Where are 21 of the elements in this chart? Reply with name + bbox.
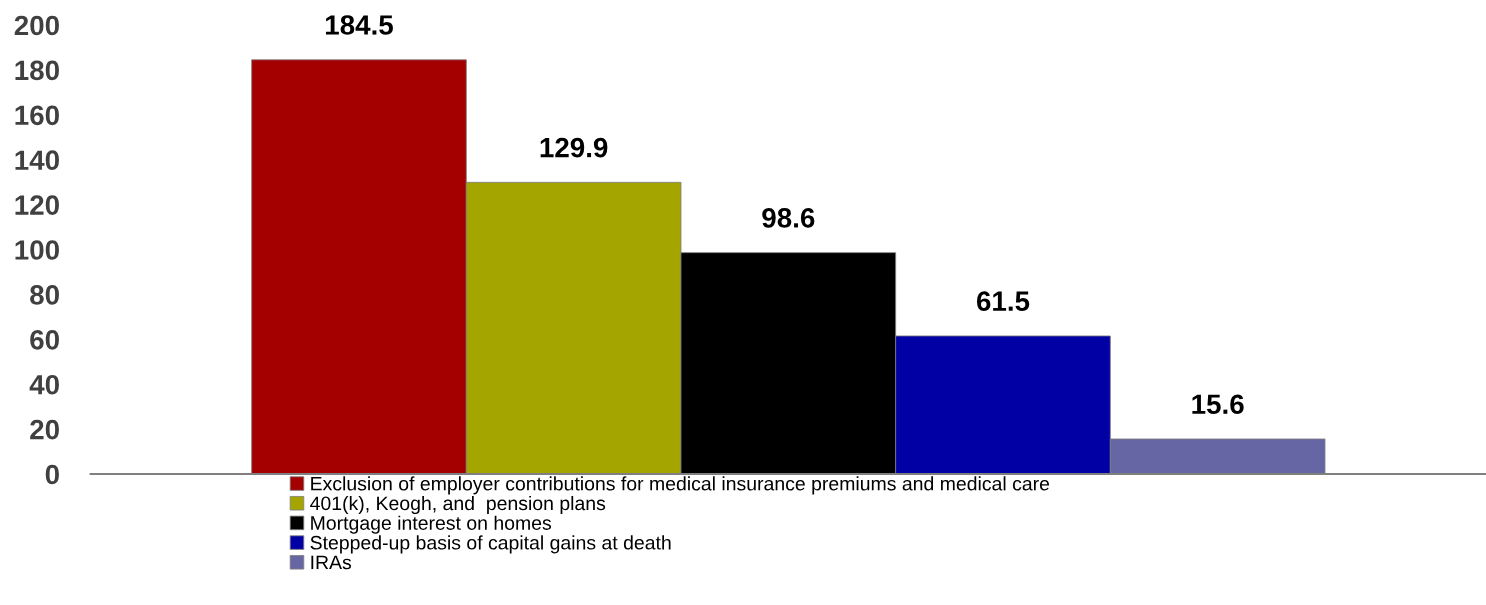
legend-label: Exclusion of employer contributions for medical insurance premiums and medical care bbox=[311, 476, 1050, 495]
y-tick-label: 80 bbox=[30, 285, 59, 305]
data-label: 98.6 bbox=[762, 208, 815, 228]
y-tick-label: 200 bbox=[14, 15, 59, 36]
legend-label: IRAs bbox=[311, 555, 352, 570]
data-label: 184.5 bbox=[325, 15, 393, 35]
y-tick-label: 20 bbox=[30, 419, 59, 440]
data-label: 129.9 bbox=[540, 137, 608, 158]
y-tick-label: 100 bbox=[15, 240, 59, 260]
y-tick-label: 180 bbox=[15, 60, 59, 81]
legend-label: 401(k), Keogh, and pension plans bbox=[310, 495, 606, 515]
y-tick-label: 120 bbox=[15, 195, 59, 215]
y-tick-label: 40 bbox=[29, 374, 59, 395]
y-tick-label: 160 bbox=[15, 105, 59, 126]
legend-label: Mortgage interest on homes bbox=[311, 515, 552, 534]
legend-label: Stepped-up basis of capital gains at death bbox=[310, 535, 671, 554]
data-label: 15.6 bbox=[1192, 394, 1244, 415]
data-label: 61.5 bbox=[976, 291, 1030, 312]
y-tick-label: 60 bbox=[30, 329, 59, 350]
y-tick-label: 0 bbox=[45, 464, 59, 485]
y-tick-label: 140 bbox=[15, 150, 59, 171]
